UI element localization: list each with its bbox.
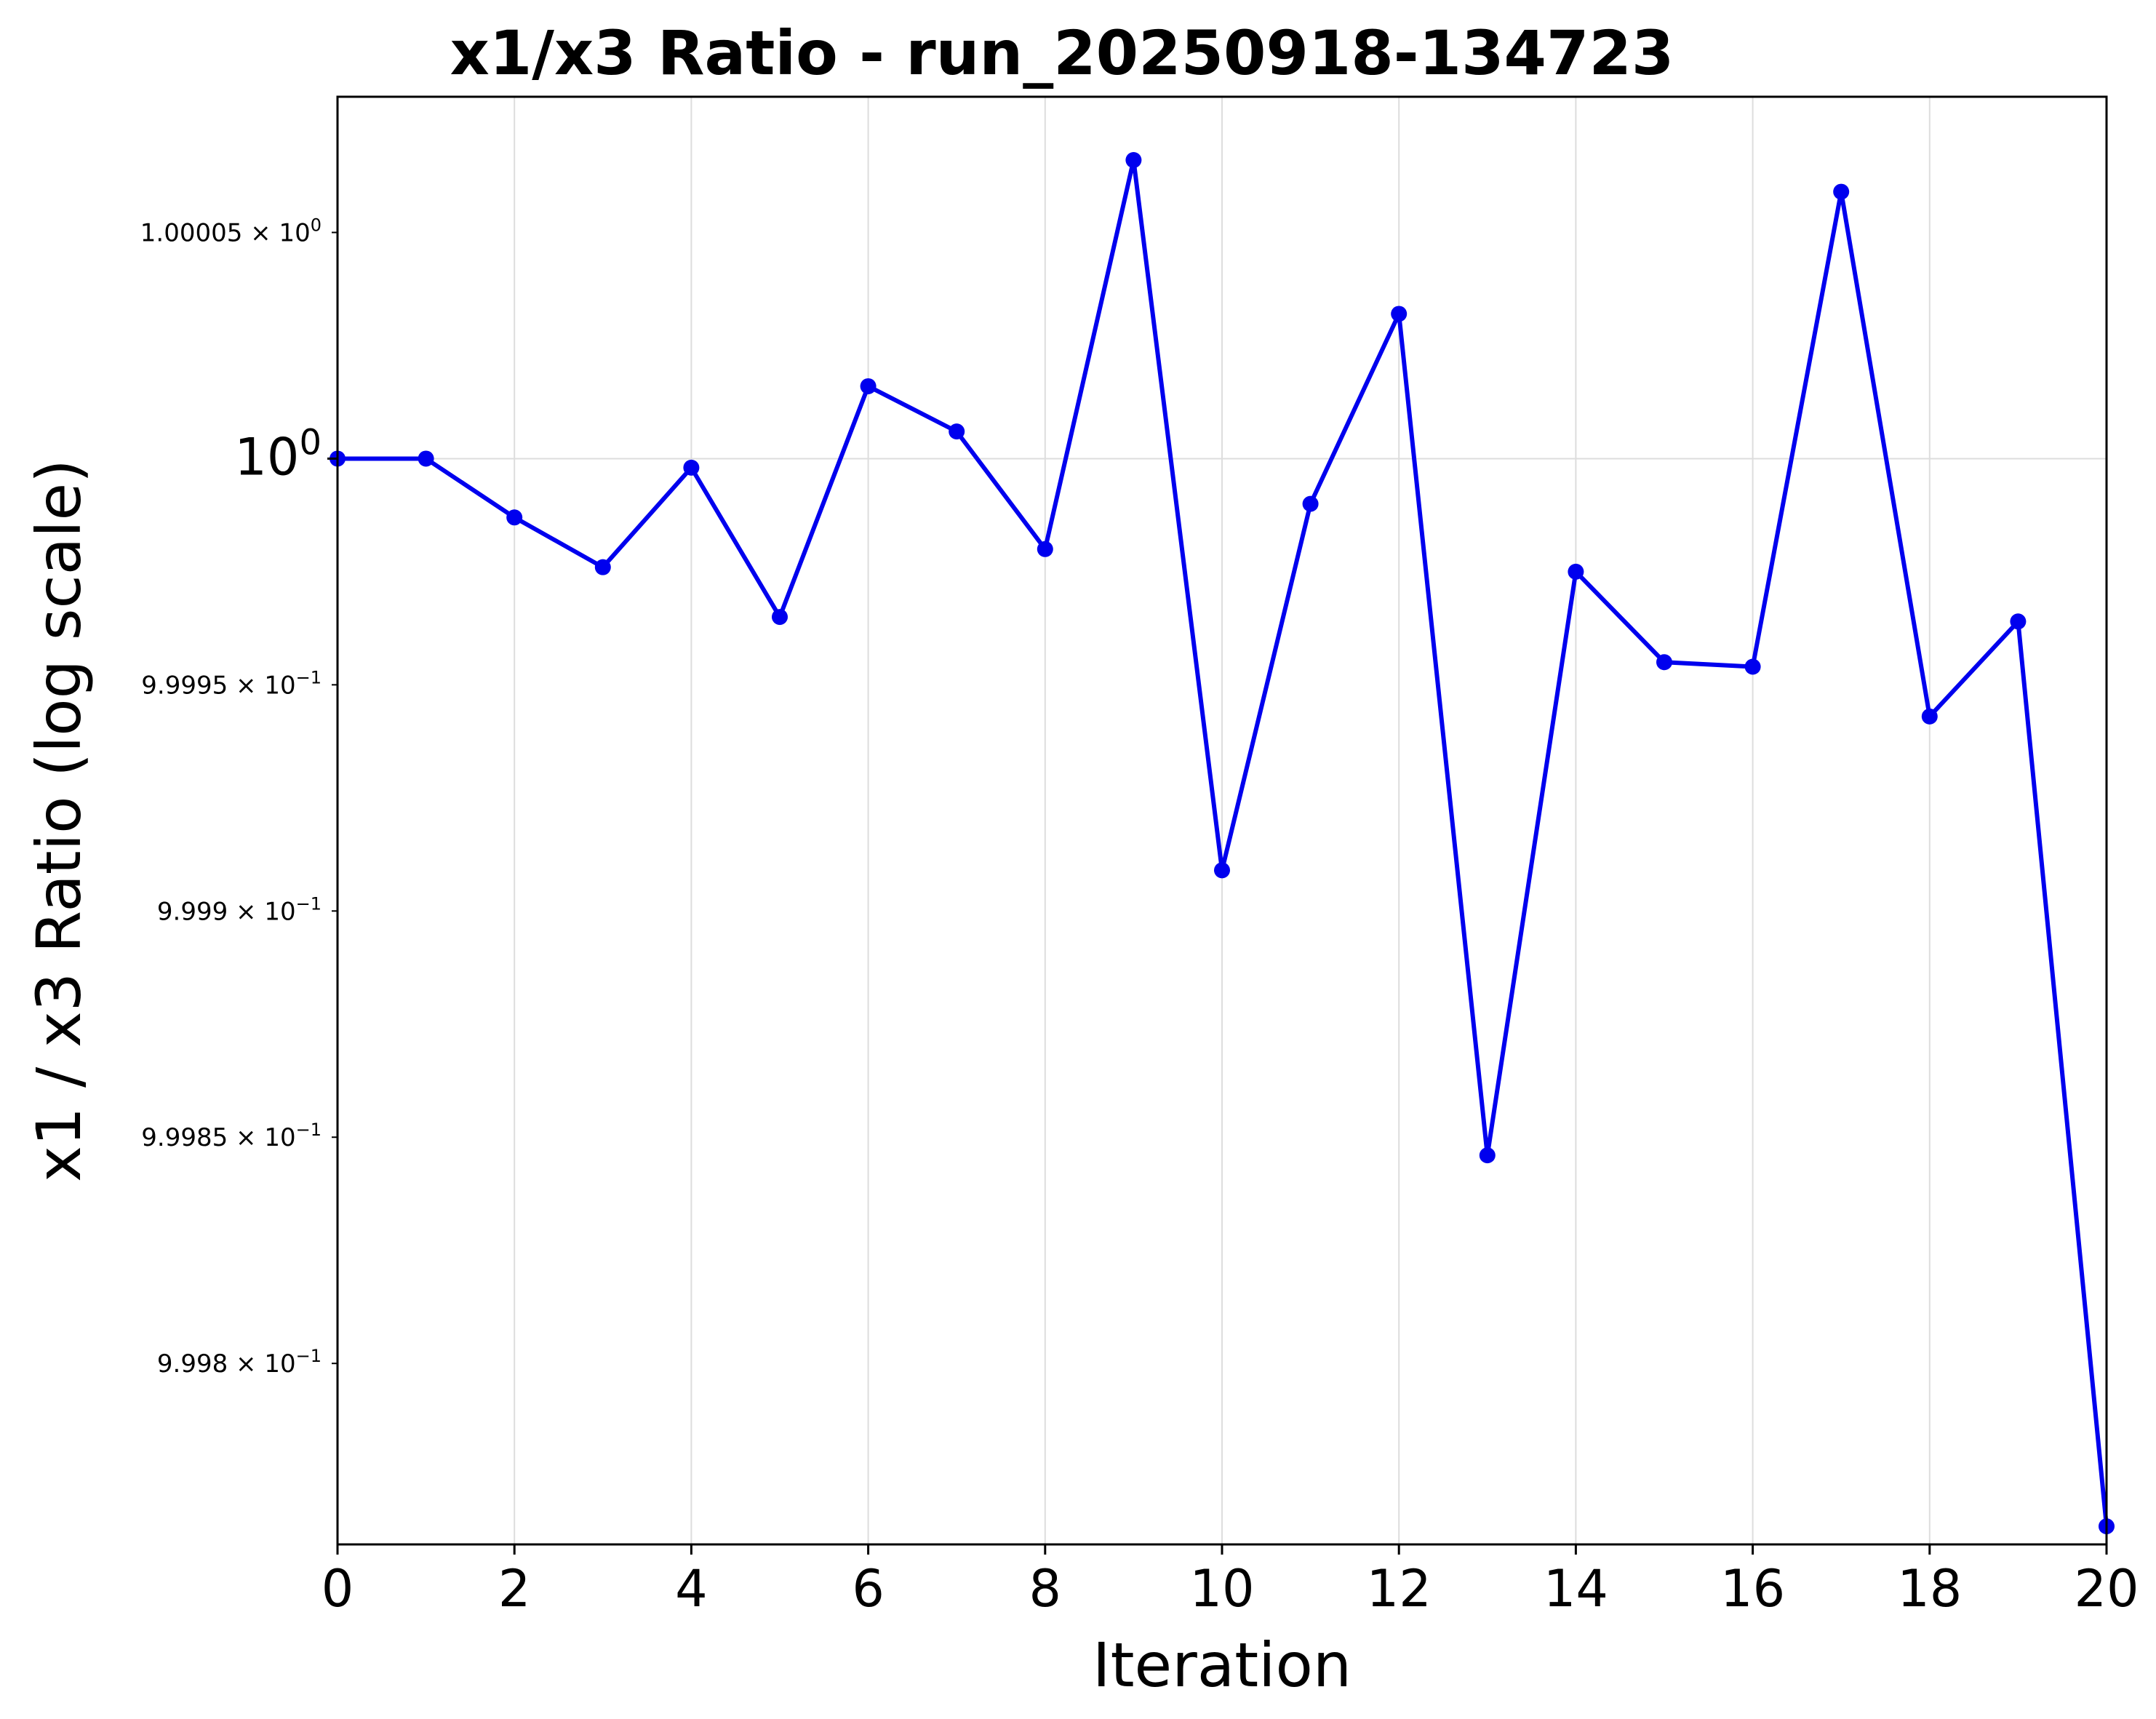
chart-title: x1/x3 Ratio - run_20250918-134723 xyxy=(450,17,1674,89)
data-point xyxy=(594,559,611,575)
y-axis-label: x1 / x3 Ratio (log scale) xyxy=(23,459,95,1182)
data-point xyxy=(1833,183,1850,200)
data-point xyxy=(949,423,965,440)
y-tick-label: 9.999 × 10−1 xyxy=(157,893,322,926)
data-point xyxy=(683,459,700,476)
y-tick-label: 100 xyxy=(234,422,322,487)
x-tick-label: 2 xyxy=(498,1559,531,1619)
data-point xyxy=(418,450,434,467)
data-point xyxy=(1302,495,1319,512)
data-point xyxy=(1744,658,1761,675)
data-point xyxy=(1656,654,1672,671)
x-tick-label: 20 xyxy=(2074,1559,2139,1619)
data-point xyxy=(1214,862,1230,879)
data-point xyxy=(1391,306,1408,322)
data-point xyxy=(1568,563,1584,580)
data-point xyxy=(772,609,788,626)
x-tick-label: 10 xyxy=(1189,1559,1254,1619)
x-tick-label: 14 xyxy=(1544,1559,1608,1619)
data-point xyxy=(1125,152,1142,169)
data-point xyxy=(2010,613,2027,630)
data-series xyxy=(330,152,2115,1535)
x-tick-label: 6 xyxy=(852,1559,885,1619)
data-point xyxy=(1479,1147,1496,1164)
y-tick-label: 1.00005 × 100 xyxy=(140,215,322,248)
x-axis-ticks: 0 2 4 6 8 10 12 14 16 18 20 xyxy=(322,1544,2139,1619)
x-tick-label: 16 xyxy=(1720,1559,1785,1619)
y-tick-label: 9.9995 × 10−1 xyxy=(141,667,322,700)
y-axis-ticks: 1.00005 × 100 100 9.9995 × 10−1 9.999 × 10−… xyxy=(140,215,338,1379)
x-tick-label: 8 xyxy=(1029,1559,1062,1619)
x-tick-label: 18 xyxy=(1897,1559,1962,1619)
x-tick-label: 4 xyxy=(675,1559,708,1619)
data-point xyxy=(860,378,877,394)
y-tick-label: 9.998 × 10−1 xyxy=(157,1346,322,1379)
x-axis-label: Iteration xyxy=(1093,1630,1352,1701)
x-tick-label: 12 xyxy=(1367,1559,1432,1619)
y-tick-label: 9.9985 × 10−1 xyxy=(141,1120,322,1152)
x-tick-label: 0 xyxy=(322,1559,354,1619)
data-point xyxy=(506,509,523,526)
data-point xyxy=(1921,708,1938,725)
data-point xyxy=(1037,541,1053,557)
